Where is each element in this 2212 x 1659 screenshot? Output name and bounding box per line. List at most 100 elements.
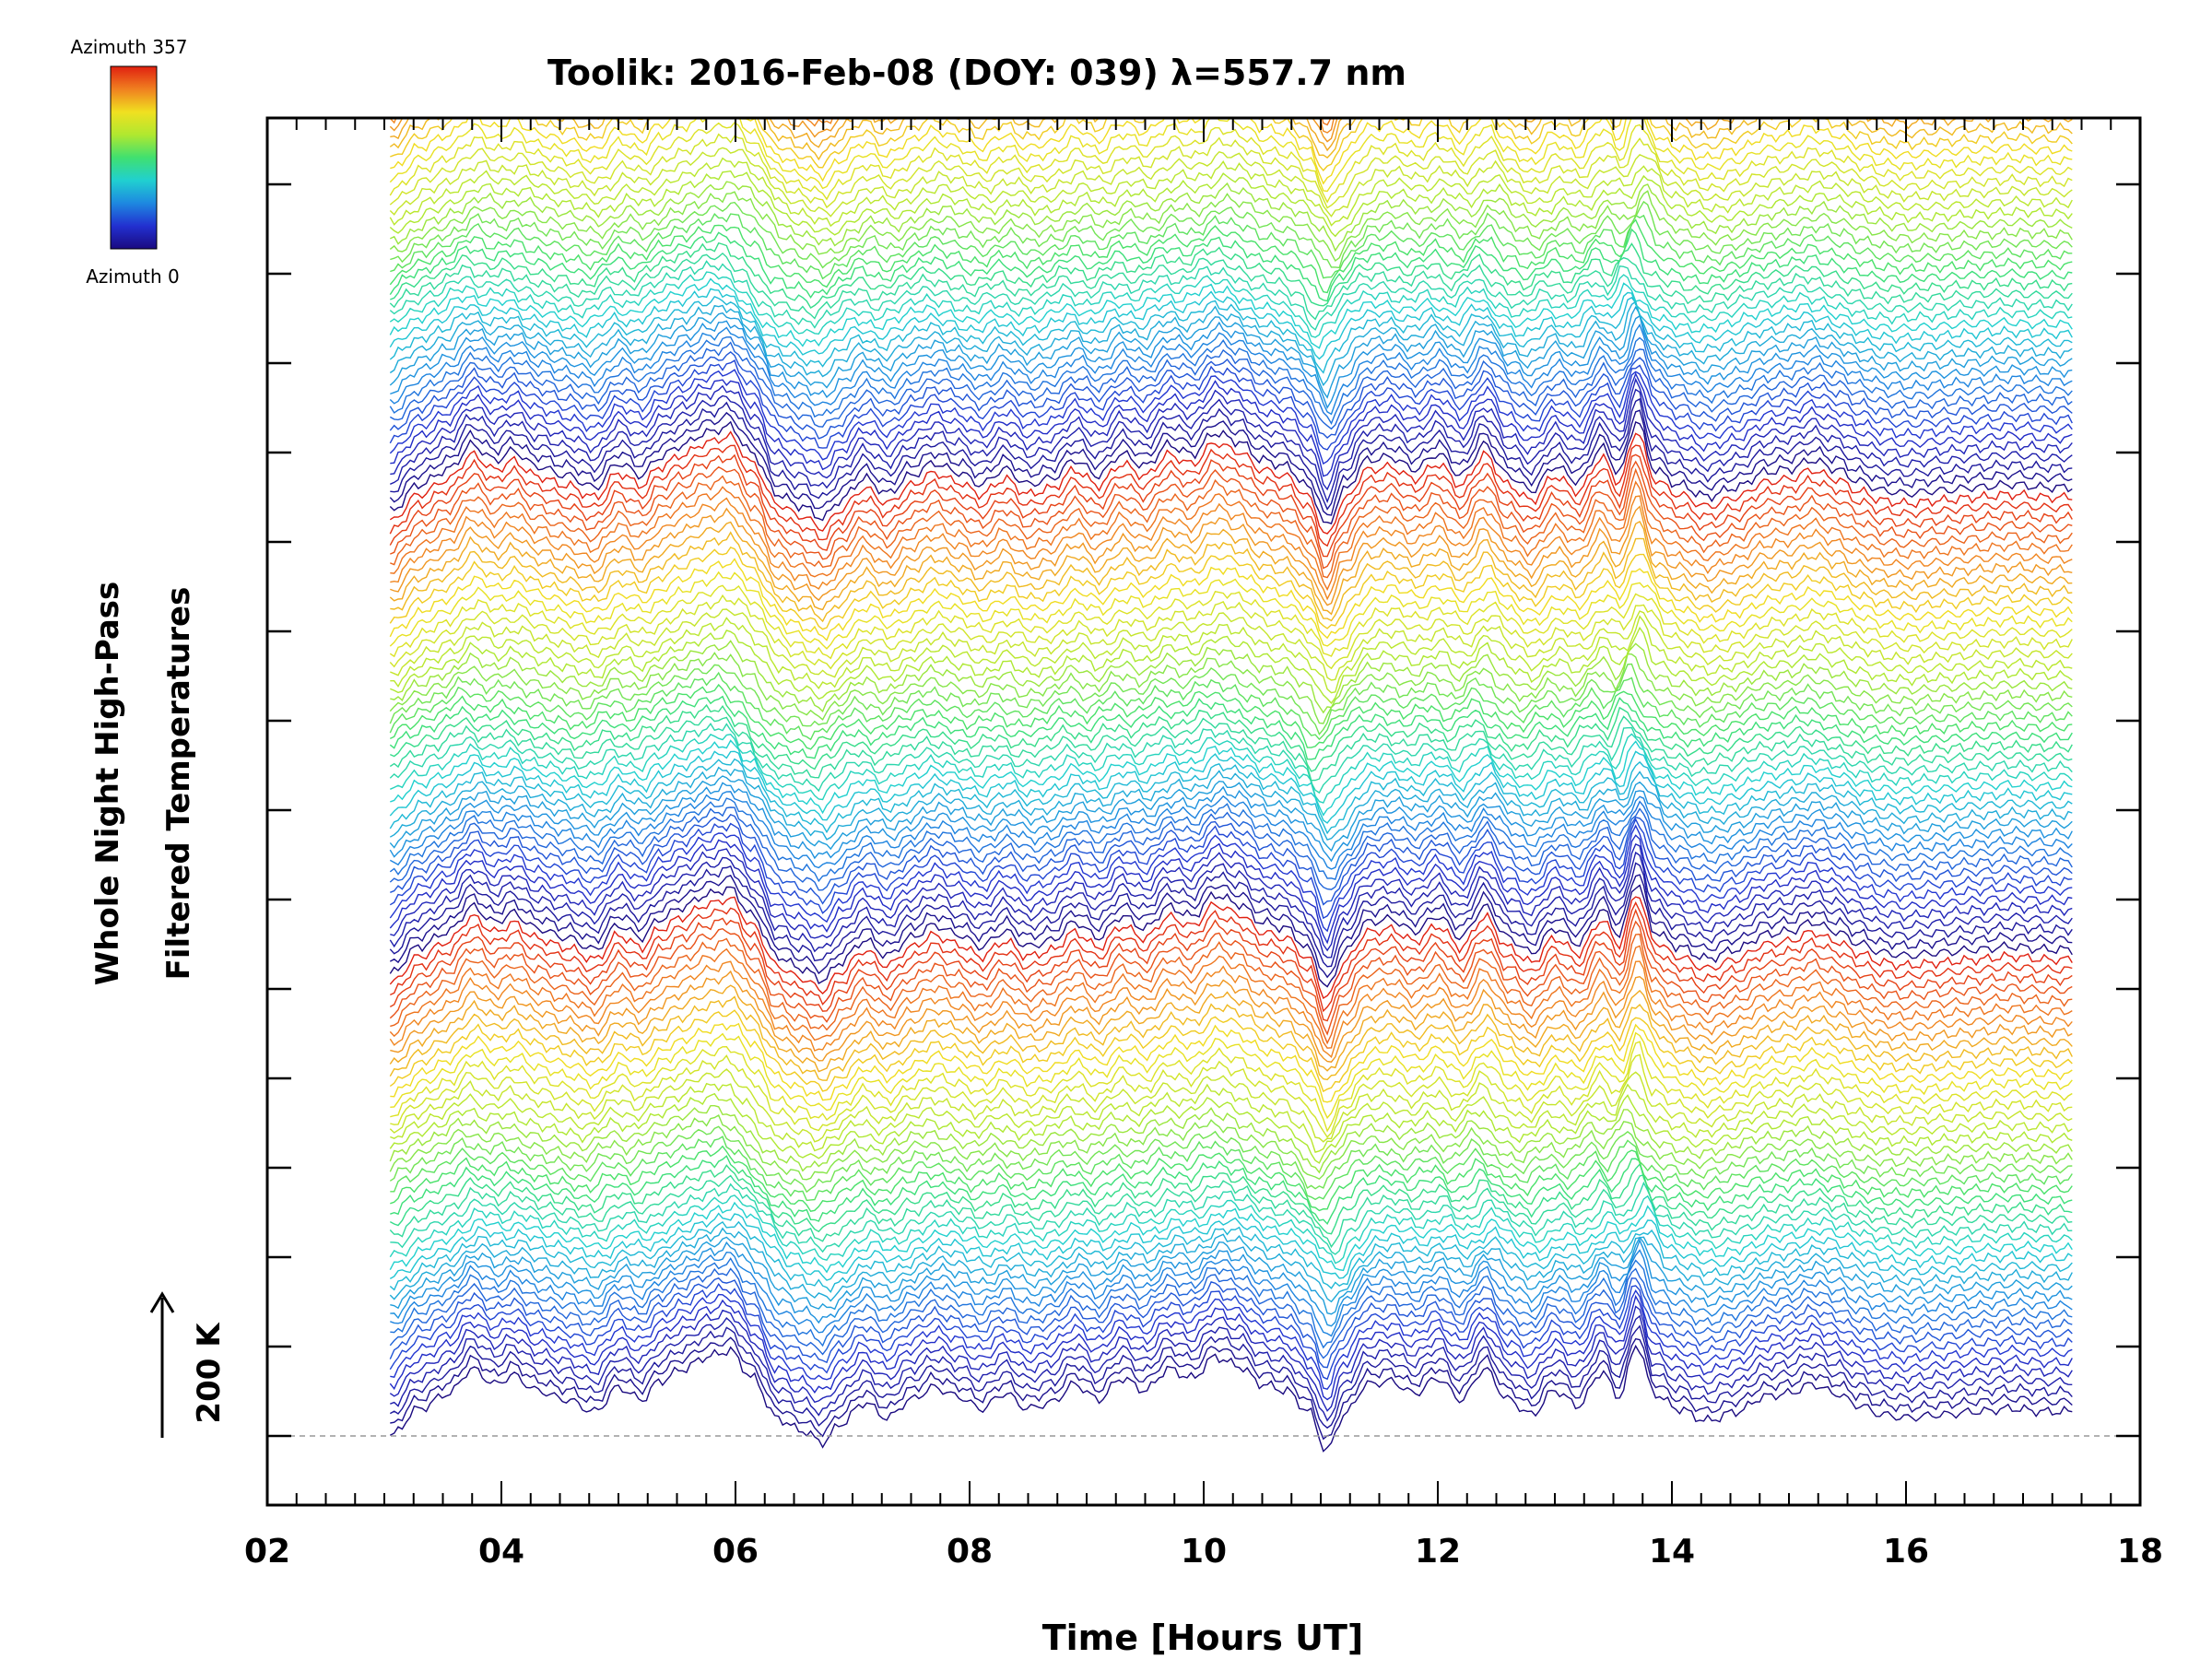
scale-bar: 200 K <box>149 1291 228 1438</box>
series-line <box>389 806 2073 891</box>
x-tick-label: 12 <box>1415 1533 1461 1571</box>
series-line <box>389 520 2073 616</box>
axis-ticks <box>266 118 2141 1505</box>
series-line <box>389 1201 2073 1274</box>
series-line <box>389 1068 2073 1143</box>
series-line <box>390 460 2073 570</box>
y-axis-label-line2: Filtered Temperatures <box>160 587 197 981</box>
series-line <box>389 323 2073 416</box>
series-line <box>389 1173 2073 1249</box>
series-line <box>389 122 2073 204</box>
series-line <box>389 430 2073 535</box>
series-line <box>389 584 2073 660</box>
series-line <box>389 652 2073 724</box>
series-line <box>389 1305 2073 1412</box>
colorbar <box>110 65 158 250</box>
series-line <box>390 1155 2073 1226</box>
series-line <box>389 1125 2073 1194</box>
series-line <box>389 782 2073 863</box>
series-line <box>390 626 2073 705</box>
series-line <box>389 118 2073 193</box>
series-line <box>389 300 2073 387</box>
series-line <box>389 766 2073 841</box>
series-line <box>390 1238 2073 1327</box>
series-line <box>389 775 2073 853</box>
series-line <box>390 970 2073 1063</box>
series-line <box>389 157 2073 228</box>
series-line <box>389 995 2073 1081</box>
x-tick-label: 04 <box>478 1533 524 1571</box>
series-line <box>390 1145 2073 1212</box>
series-line <box>389 1009 2073 1093</box>
series-line <box>389 1162 2073 1235</box>
series-line <box>389 1277 2073 1369</box>
series-line <box>389 715 2073 782</box>
series-line <box>390 1257 2073 1349</box>
series-line <box>389 558 2073 641</box>
x-tick-label: 02 <box>244 1533 290 1571</box>
x-tick-label: 18 <box>2117 1533 2163 1571</box>
series-line <box>390 200 2073 269</box>
series-line <box>390 388 2073 504</box>
series-line <box>389 758 2073 835</box>
series-line <box>389 228 2073 302</box>
series-line <box>389 1267 2073 1359</box>
series-line <box>390 640 2073 714</box>
series-line <box>390 1249 2073 1337</box>
series-line <box>390 739 2073 817</box>
series-line <box>389 1092 2073 1164</box>
colorbar-bottom-label: Azimuth 0 <box>86 265 180 288</box>
series-line <box>389 359 2073 451</box>
series-line <box>390 495 2073 601</box>
series-line <box>389 288 2073 360</box>
series-line <box>390 397 2073 511</box>
series-line <box>389 190 2073 262</box>
series-line <box>389 920 2073 1036</box>
series-line <box>389 252 2073 321</box>
series-line <box>389 218 2073 294</box>
series-line <box>390 608 2073 681</box>
series-line <box>390 531 2073 623</box>
series-line <box>389 722 2073 794</box>
series-line <box>390 371 2073 477</box>
series-line <box>390 241 2073 309</box>
series-line <box>389 420 2073 524</box>
series-line <box>389 147 2073 218</box>
series-line <box>389 277 2073 349</box>
series-line <box>389 369 2073 465</box>
y-axis-label-line1: Whole Night High-Pass <box>89 582 126 986</box>
series-line <box>389 305 2073 399</box>
series-line <box>389 1227 2073 1303</box>
series-line <box>389 1294 2073 1401</box>
series-line <box>390 213 2073 280</box>
series-line <box>390 1082 2073 1153</box>
series-line <box>389 1220 2073 1293</box>
x-tick-label: 14 <box>1649 1533 1695 1571</box>
series-line <box>390 377 2073 491</box>
series-line <box>389 908 2073 1022</box>
series-line <box>390 1022 2073 1103</box>
series-line <box>389 1194 2073 1265</box>
series-line <box>389 851 2073 959</box>
series-line <box>389 797 2073 883</box>
series-line <box>390 1181 2073 1255</box>
series-line <box>389 1212 2073 1281</box>
series-line <box>390 615 2073 694</box>
series-line <box>389 1113 2073 1181</box>
series-line <box>389 818 2073 920</box>
series-line <box>389 750 2073 824</box>
series-line <box>390 1041 2073 1133</box>
colorbar-top-label: Azimuth 357 <box>71 36 188 58</box>
series-line <box>389 170 2073 238</box>
series-line <box>389 181 2073 253</box>
series-line <box>389 133 2073 209</box>
series-line <box>390 1053 2073 1138</box>
series-line <box>389 683 2073 750</box>
series-line <box>390 505 2073 606</box>
series-line <box>390 933 2073 1045</box>
series-line <box>390 314 2073 409</box>
series-line <box>390 118 2073 171</box>
x-tick-label: 06 <box>712 1533 759 1571</box>
x-axis-label: Time [Hours UT] <box>1042 1618 1364 1658</box>
